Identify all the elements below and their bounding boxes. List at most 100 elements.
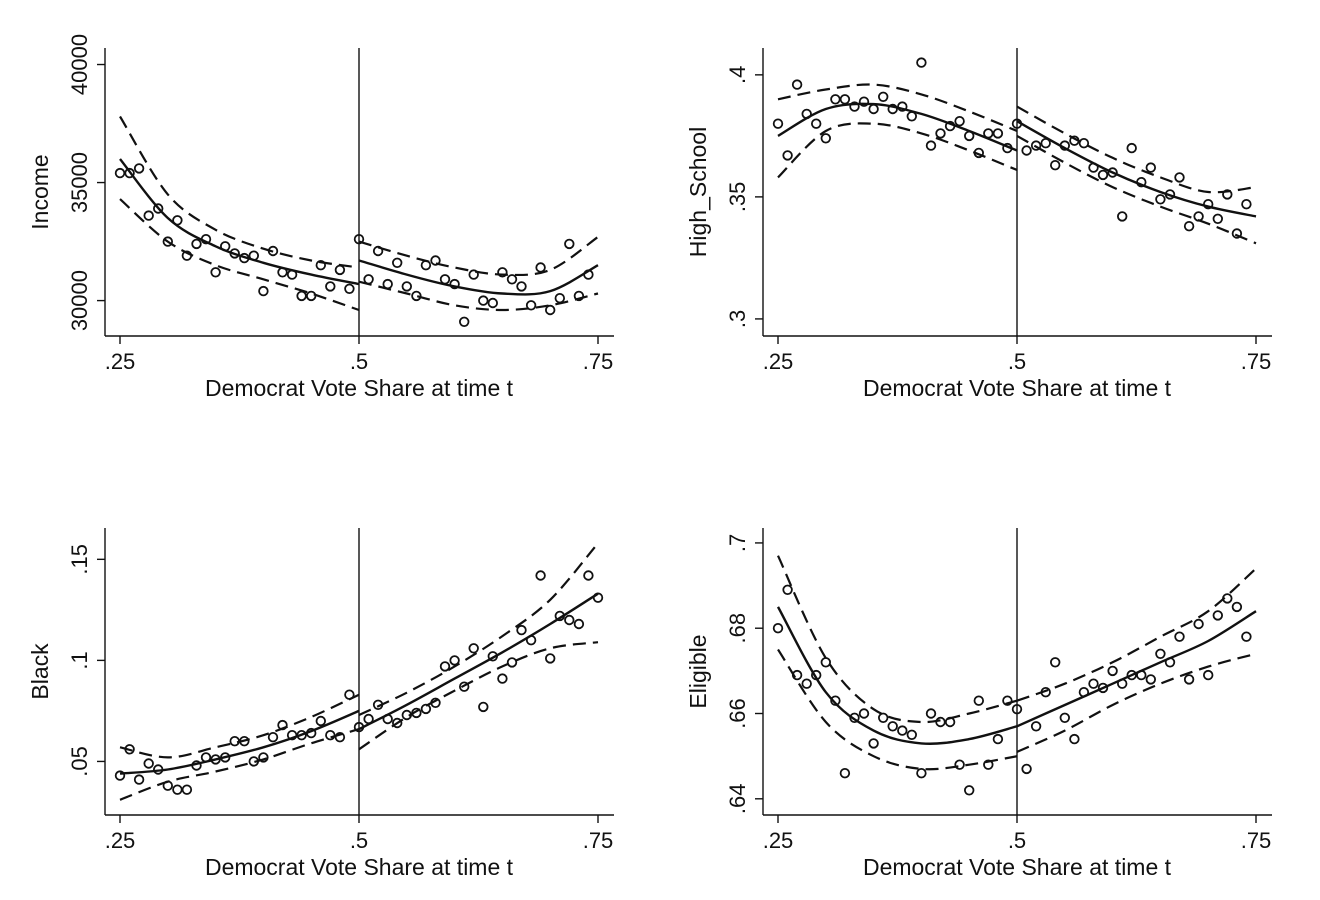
y-tick-label: .7 bbox=[725, 534, 750, 552]
data-point bbox=[296, 290, 307, 302]
data-point bbox=[772, 118, 784, 129]
data-point bbox=[210, 754, 221, 765]
data-point bbox=[1030, 140, 1042, 151]
data-point bbox=[954, 115, 965, 127]
data-point bbox=[858, 96, 870, 107]
data-point bbox=[459, 681, 470, 692]
data-point bbox=[172, 784, 183, 795]
data-point bbox=[878, 91, 889, 103]
data-point bbox=[248, 756, 260, 767]
fit-line-left bbox=[776, 606, 1018, 745]
x-axis-title: Democrat Vote Share at time t bbox=[863, 375, 1172, 401]
data-point bbox=[1059, 140, 1071, 151]
x-tick-label: .5 bbox=[1008, 349, 1026, 374]
data-point bbox=[849, 712, 860, 724]
data-point bbox=[315, 715, 327, 727]
data-point bbox=[516, 281, 527, 292]
data-point bbox=[1002, 695, 1013, 706]
data-point bbox=[983, 759, 994, 770]
y-axis-title: Black bbox=[27, 643, 53, 700]
data-point bbox=[1011, 118, 1023, 129]
data-point bbox=[191, 760, 202, 771]
data-point bbox=[468, 269, 479, 280]
data-point bbox=[143, 210, 154, 221]
data-point bbox=[191, 238, 202, 250]
data-point bbox=[1040, 137, 1051, 149]
data-point bbox=[468, 643, 479, 654]
data-point bbox=[372, 245, 384, 257]
data-point bbox=[811, 669, 822, 681]
data-point bbox=[916, 57, 927, 68]
data-point bbox=[1231, 601, 1243, 613]
data-point bbox=[497, 267, 508, 278]
y-axis-title: Eligible bbox=[685, 634, 711, 708]
data-point bbox=[1183, 220, 1195, 232]
data-point bbox=[935, 128, 946, 139]
y-tick-label: .15 bbox=[67, 544, 92, 575]
data-point bbox=[1202, 669, 1214, 681]
data-point bbox=[1049, 657, 1061, 668]
data-point bbox=[858, 708, 870, 719]
data-point bbox=[878, 712, 889, 724]
data-point bbox=[306, 727, 317, 739]
y-tick-label: .1 bbox=[67, 651, 92, 669]
data-point bbox=[1021, 145, 1032, 156]
y-tick-label: .4 bbox=[725, 66, 750, 84]
data-point bbox=[887, 103, 898, 115]
data-point bbox=[286, 269, 298, 280]
data-point bbox=[1078, 137, 1090, 149]
data-point bbox=[1193, 618, 1204, 630]
data-point bbox=[545, 653, 556, 664]
data-point bbox=[315, 260, 327, 271]
data-point bbox=[1002, 142, 1013, 154]
data-point bbox=[229, 248, 240, 259]
data-point bbox=[420, 260, 432, 271]
data-point bbox=[382, 278, 393, 290]
data-point bbox=[487, 651, 499, 662]
y-tick-label: .64 bbox=[725, 783, 750, 814]
data-point bbox=[1069, 135, 1080, 146]
data-point bbox=[239, 736, 250, 747]
data-point bbox=[382, 713, 393, 725]
data-point bbox=[1145, 162, 1157, 173]
data-point bbox=[1030, 721, 1042, 732]
data-point bbox=[1059, 712, 1071, 724]
data-point bbox=[801, 678, 812, 689]
y-tick-label: .68 bbox=[725, 613, 750, 644]
ci-upper-right bbox=[1016, 567, 1257, 702]
data-point bbox=[372, 699, 384, 711]
data-point bbox=[124, 744, 135, 755]
data-point bbox=[248, 250, 260, 261]
data-point bbox=[944, 716, 956, 728]
data-point bbox=[344, 283, 355, 295]
data-point bbox=[506, 657, 518, 668]
ci-upper-right bbox=[358, 542, 599, 716]
data-point bbox=[296, 730, 307, 741]
data-point bbox=[839, 768, 851, 779]
data-point bbox=[219, 241, 231, 252]
data-point bbox=[1136, 669, 1147, 681]
data-point bbox=[449, 655, 460, 666]
data-point bbox=[1155, 648, 1166, 660]
data-point bbox=[1202, 198, 1214, 210]
data-point bbox=[887, 721, 898, 732]
data-point bbox=[564, 614, 575, 626]
y-tick-label: .66 bbox=[725, 698, 750, 729]
data-point bbox=[1241, 631, 1252, 642]
data-point bbox=[992, 128, 1004, 139]
data-point bbox=[583, 269, 594, 280]
x-tick-label: .75 bbox=[1241, 828, 1272, 853]
data-point bbox=[1222, 189, 1233, 200]
data-point bbox=[554, 293, 566, 304]
y-axis-title: Income bbox=[27, 154, 53, 229]
data-point bbox=[162, 236, 174, 247]
x-tick-label: .75 bbox=[1241, 349, 1272, 374]
data-point bbox=[897, 725, 908, 736]
x-tick-label: .25 bbox=[105, 828, 136, 853]
data-point bbox=[849, 101, 860, 112]
data-point bbox=[334, 264, 346, 276]
fit-line-left bbox=[119, 158, 360, 286]
data-point bbox=[535, 570, 546, 581]
data-point bbox=[449, 278, 460, 290]
